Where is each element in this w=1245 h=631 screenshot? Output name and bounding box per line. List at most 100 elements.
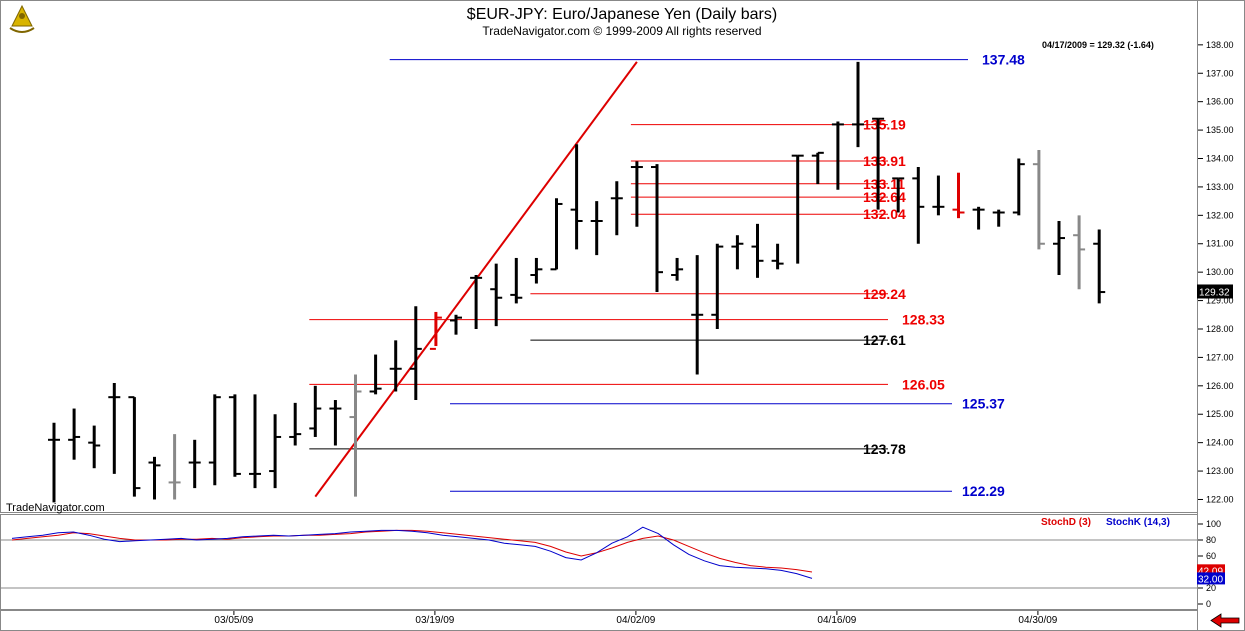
- price-tick-label: 130.00: [1206, 267, 1234, 277]
- level-label: 128.33: [902, 312, 945, 328]
- watermark-text: TradeNavigator.com: [6, 502, 105, 514]
- price-bar: [1073, 215, 1086, 290]
- level-label: 126.05: [902, 376, 945, 392]
- price-bar: [68, 408, 81, 460]
- price-tick-label: 137.00: [1206, 68, 1234, 78]
- price-bar: [912, 167, 925, 244]
- level-label: 137.48: [982, 52, 1025, 68]
- date-tick-label: 04/30/09: [1018, 615, 1057, 626]
- stoch-plot-frame: [0, 514, 1198, 610]
- price-bar: [1012, 158, 1025, 216]
- price-bar: [88, 425, 101, 469]
- price-tick-label: 133.00: [1206, 182, 1234, 192]
- price-tick-label: 125.00: [1206, 409, 1234, 419]
- level-label: 132.64: [863, 189, 906, 205]
- stoch-last-value-label: 42.09: [1198, 566, 1223, 577]
- price-bar: [932, 175, 945, 216]
- price-bars: [48, 61, 1106, 503]
- price-bar: [751, 223, 764, 278]
- price-bar: [309, 385, 322, 437]
- price-bar: [510, 257, 523, 304]
- stoch-last-value-label: 32.00: [1198, 574, 1223, 585]
- price-bar: [470, 275, 483, 329]
- price-bar: [892, 177, 905, 213]
- price-bar: [651, 164, 663, 293]
- level-label: 129.24: [863, 286, 906, 302]
- price-bar: [610, 181, 623, 236]
- level-label: 133.11: [863, 176, 905, 192]
- price-bar: [208, 394, 221, 486]
- stoch-d-legend: StochD (3): [1041, 517, 1091, 528]
- price-bar: [952, 172, 965, 219]
- price-bar: [148, 456, 161, 500]
- stoch-tick-label: 80: [1206, 535, 1216, 545]
- price-bar: [349, 374, 362, 497]
- price-bar: [249, 394, 261, 489]
- date-axis: 03/05/09 03/19/09 04/02/09 04/16/09 04/30/09: [214, 611, 1058, 626]
- price-tick-label: 124.00: [1206, 438, 1234, 448]
- quote-readout: 04/17/2009 = 129.32 (-1.64): [1042, 40, 1154, 50]
- price-bar: [429, 311, 442, 350]
- price-tick-label: 123.00: [1206, 466, 1234, 476]
- price-tick-label: 132.00: [1206, 210, 1234, 220]
- price-bar: [490, 263, 503, 327]
- price-axis: 138.00 137.00 136.00 135.00 134.00 133.00 132.…: [1197, 40, 1234, 504]
- stoch-k-line: [11, 526, 813, 579]
- price-bar: [1053, 221, 1065, 275]
- price-bar: [671, 257, 684, 281]
- chart-subtitle: TradeNavigator.com © 1999-2009 All right…: [482, 24, 761, 38]
- price-bar: [409, 306, 422, 401]
- price-bar: [691, 255, 704, 375]
- price-tick-label: 136.00: [1206, 97, 1234, 107]
- main-plot-frame: [0, 0, 1198, 513]
- price-bar: [1093, 229, 1106, 304]
- stoch-tick-label: 60: [1206, 551, 1216, 561]
- price-bar: [872, 117, 885, 210]
- price-bar: [630, 161, 643, 227]
- right-axis-frame: [1197, 0, 1245, 631]
- stoch-k-legend: StochK (14,3): [1106, 517, 1170, 528]
- level-label: 135.19: [863, 117, 906, 133]
- price-bar: [289, 402, 302, 446]
- price-bar: [48, 422, 60, 503]
- level-label: 122.29: [962, 483, 1005, 499]
- price-bar: [168, 434, 181, 500]
- price-bar: [550, 198, 563, 271]
- price-tick-label: 131.00: [1206, 239, 1234, 249]
- price-bar: [992, 209, 1005, 227]
- price-bar: [1032, 149, 1045, 250]
- price-bar: [369, 354, 382, 395]
- level-label: 123.78: [863, 441, 906, 457]
- last-price-label: 129.32: [1199, 287, 1230, 298]
- chart-title: $EUR-JPY: Euro/Japanese Yen (Daily bars): [467, 6, 777, 23]
- price-tick-label: 126.00: [1206, 381, 1234, 391]
- date-tick-label: 04/02/09: [616, 615, 655, 626]
- price-tick-label: 122.00: [1206, 494, 1234, 504]
- level-label: 132.04: [863, 206, 906, 222]
- price-bar: [831, 121, 844, 190]
- price-bar: [128, 396, 141, 497]
- stoch-tick-label: 100: [1206, 519, 1221, 529]
- price-bar: [811, 151, 824, 185]
- sextant-logo-icon: [9, 4, 35, 33]
- price-tick-label: 135.00: [1206, 125, 1234, 135]
- date-tick-label: 03/19/09: [415, 615, 454, 626]
- price-bar: [852, 61, 864, 148]
- price-bar: [570, 144, 583, 250]
- price-bar: [269, 414, 282, 489]
- level-label: 133.91: [863, 153, 906, 169]
- price-bar: [228, 394, 241, 477]
- price-bar: [530, 257, 543, 284]
- price-bar: [771, 243, 784, 270]
- price-bar: [590, 201, 603, 256]
- price-tick-label: 129.00: [1206, 296, 1234, 306]
- scroll-right-arrow-icon[interactable]: [1209, 613, 1241, 628]
- price-bar: [791, 154, 804, 264]
- level-label: 127.61: [863, 332, 906, 348]
- stoch-last-value-box: [1197, 572, 1225, 585]
- price-tick-label: 127.00: [1206, 352, 1234, 362]
- price-tick-label: 128.00: [1206, 324, 1234, 334]
- price-bar: [389, 340, 402, 392]
- price-bar: [731, 235, 744, 270]
- date-tick-label: 04/16/09: [817, 615, 856, 626]
